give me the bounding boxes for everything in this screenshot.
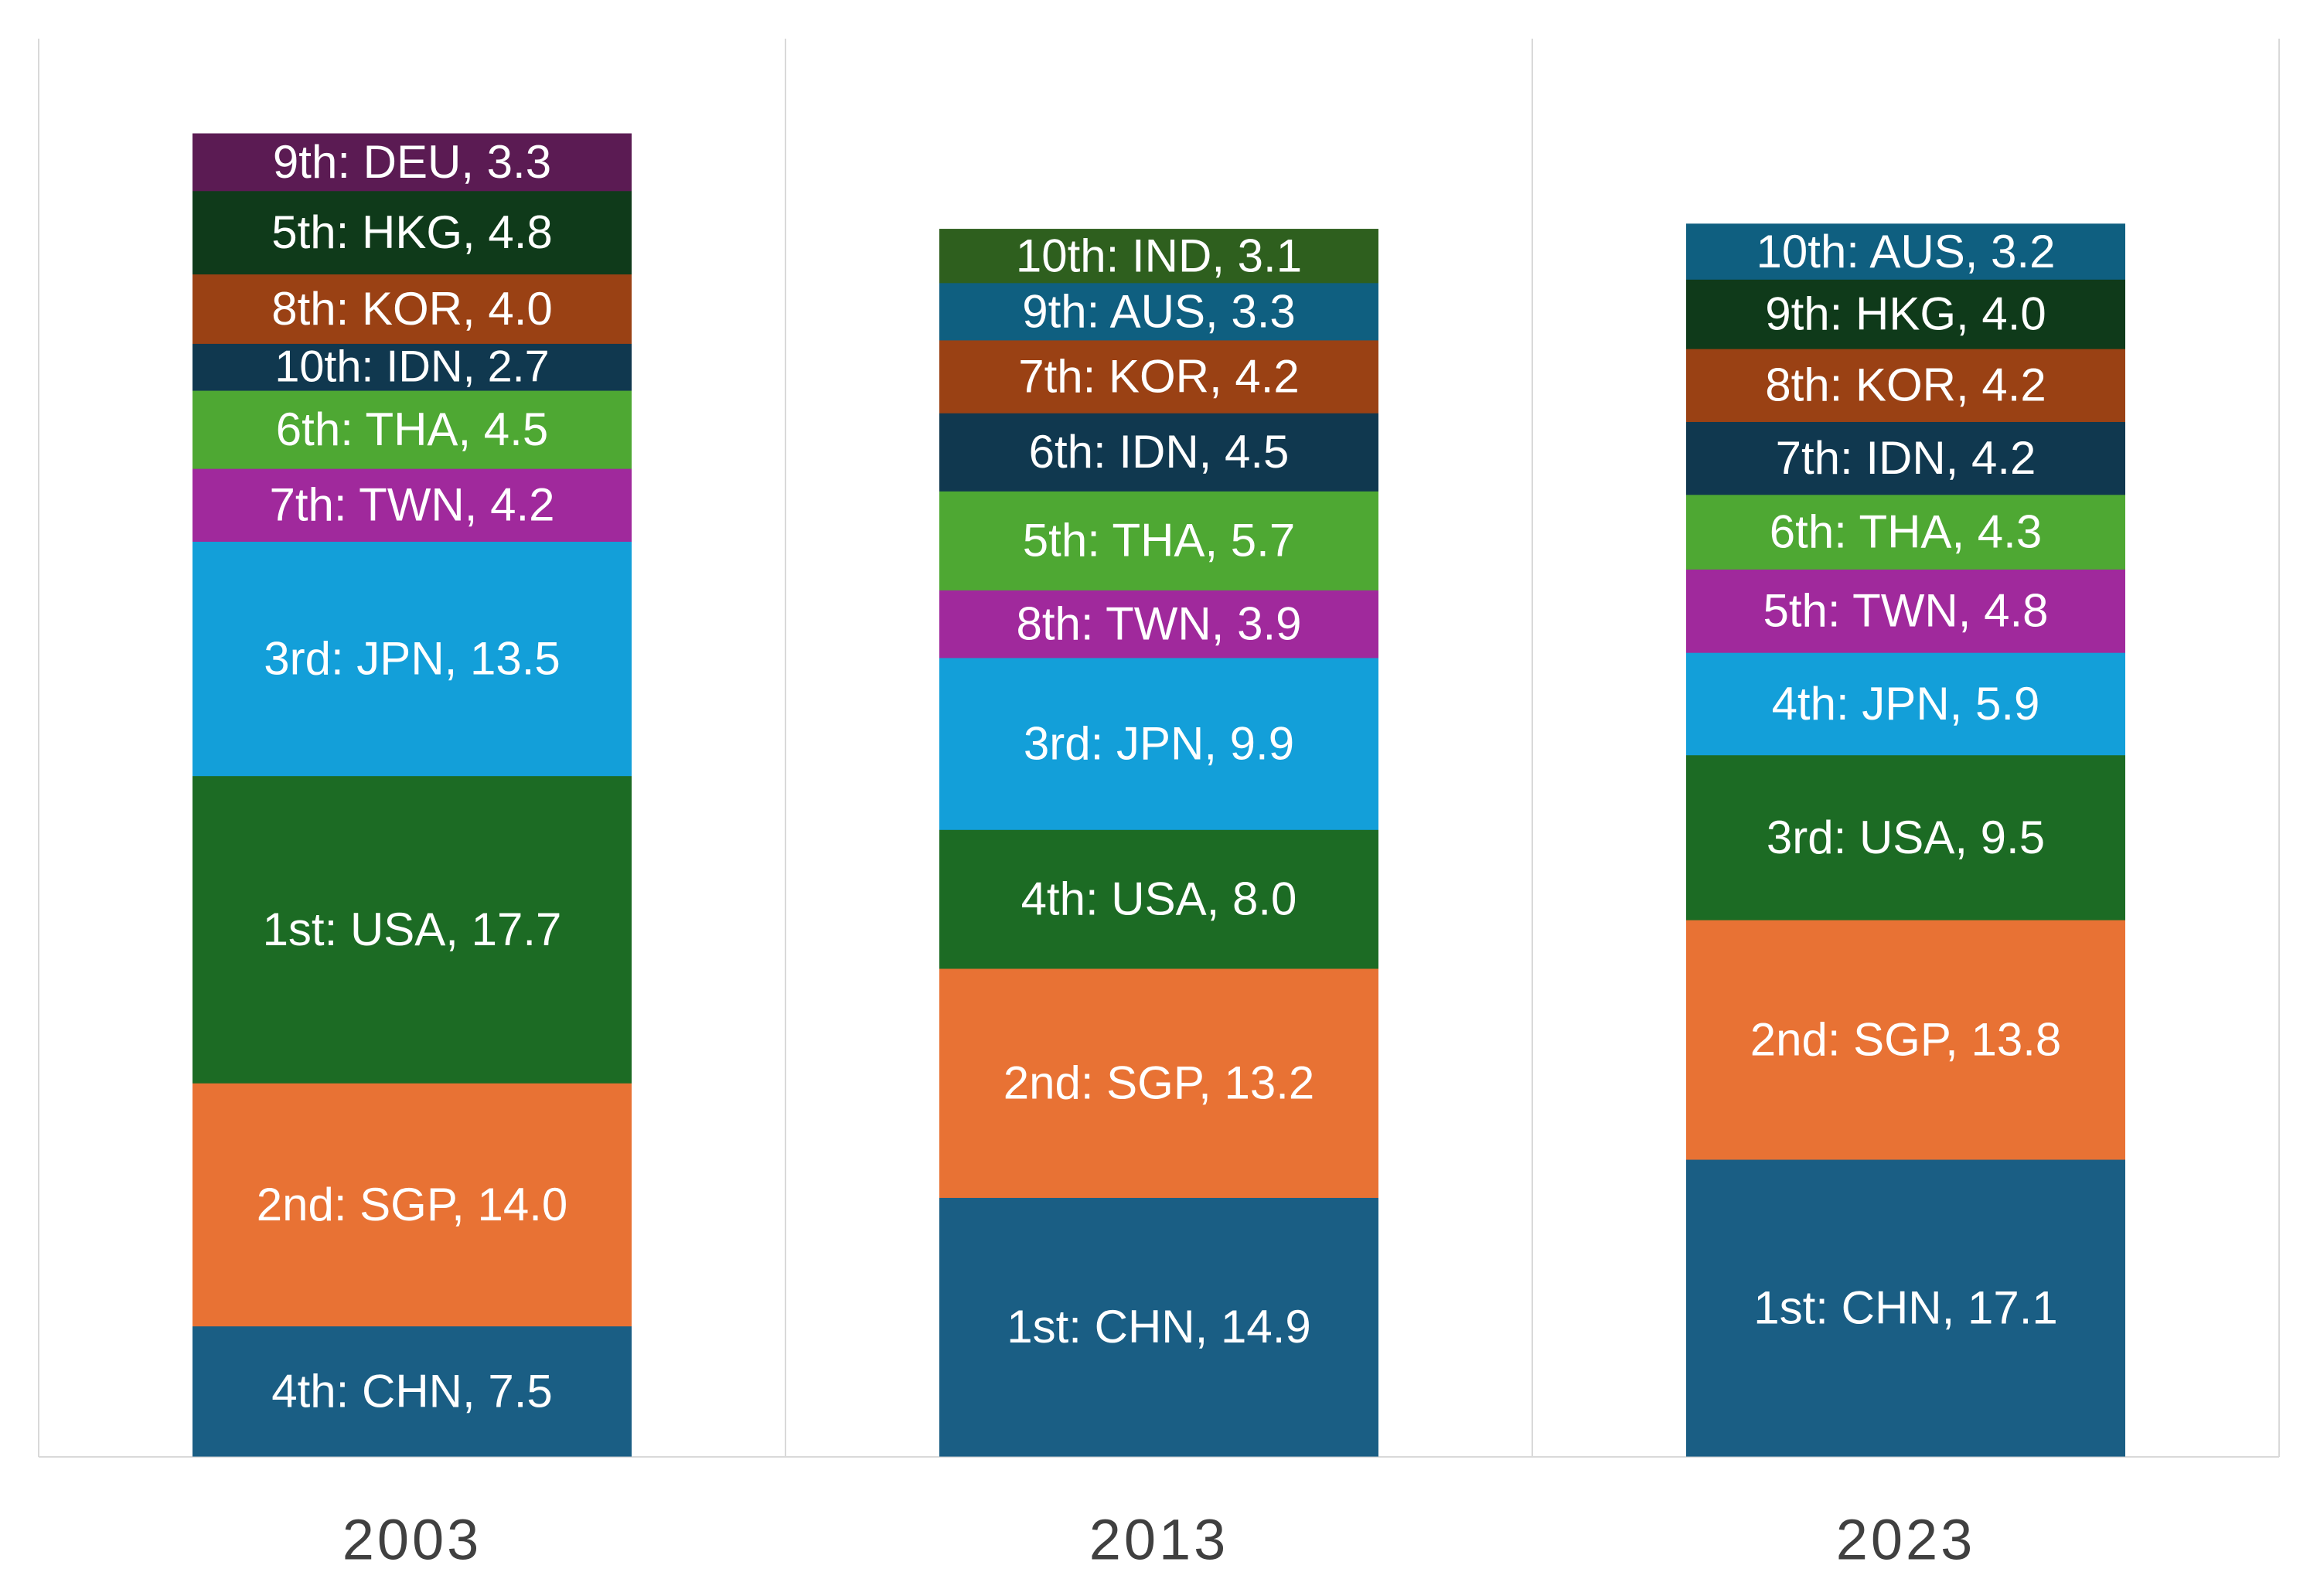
bar-segment [1686,421,2125,495]
bar-segment-label: 4th: USA, 8.0 [1021,873,1297,925]
bar-segment [1686,349,2125,422]
bar-segment [193,1083,632,1327]
bar-segment-label: 4th: JPN, 5.9 [1772,678,2040,730]
bar-segment [939,282,1378,341]
bar-segment-label: 7th: KOR, 4.2 [1018,350,1300,402]
bar-segment-label: 3rd: JPN, 13.5 [264,632,561,684]
bar-segment [1686,279,2125,349]
bar-segment-label: 6th: THA, 4.5 [276,403,548,455]
bar-segment [939,590,1378,658]
bar-segment [1686,1159,2125,1457]
bar-segment-label: 10th: IND, 3.1 [1016,230,1302,281]
bar-segment-label: 4th: CHN, 7.5 [271,1365,553,1417]
bar-segment-label: 2nd: SGP, 13.8 [1750,1013,2062,1065]
bar-segment [1686,494,2125,570]
bar-segment [939,229,1378,284]
bar-segment [1686,223,2125,280]
bar-segment-label: 8th: KOR, 4.0 [271,283,553,335]
bar-segment-label: 5th: HKG, 4.8 [271,206,553,258]
x-tick-label: 2003 [342,1508,482,1572]
bar-segment [193,775,632,1084]
bar-segment-label: 10th: IDN, 2.7 [274,342,549,392]
bar-segment [193,190,632,275]
plot-frame [38,39,2280,1458]
bar-stack-2013: 1st: CHN, 14.9 2nd: SGP, 13.2 4th: USA, 8.… [939,229,1378,1457]
bar-segment-label: 6th: IDN, 4.5 [1029,426,1290,478]
bar-segment [1686,919,2125,1160]
bar-segment [193,343,632,391]
bar-segment [193,468,632,542]
bar-segment [939,413,1378,492]
bar-segment [1686,754,2125,921]
bar-segment [939,829,1378,969]
bar-segment [193,274,632,344]
bar-segment-label: 9th: HKG, 4.0 [1765,288,2046,340]
bar-segment [193,133,632,192]
bar-stacks: 4th: CHN, 7.5 2nd: SGP, 14.0 1st: USA, 17.… [193,133,2125,1457]
bar-segment-label: 9th: AUS, 3.3 [1022,285,1296,337]
bar-segment-label: 2nd: SGP, 14.0 [257,1179,568,1230]
bar-segment-label: 1st: USA, 17.7 [263,903,562,955]
bar-segment [1686,652,2125,756]
bar-segment [939,968,1378,1198]
bar-segment [193,390,632,469]
bar-segment [939,1197,1378,1457]
bar-segment-label: 2nd: SGP, 13.2 [1003,1057,1315,1109]
bar-stack-2023: 1st: CHN, 17.1 2nd: SGP, 13.8 3rd: USA, 9.… [1686,223,2125,1457]
bar-segment [939,491,1378,590]
x-tick-labels: 2003 2013 2023 [342,1508,1976,1572]
bar-segment-label: 3rd: USA, 9.5 [1767,812,2045,863]
bar-stack-2003: 4th: CHN, 7.5 2nd: SGP, 14.0 1st: USA, 17.… [193,133,632,1457]
bar-segment-label: 10th: AUS, 3.2 [1756,226,2056,277]
bar-segment-label: 5th: THA, 5.7 [1023,515,1295,567]
bar-segment-label: 1st: CHN, 17.1 [1753,1281,2058,1333]
bar-segment-label: 1st: CHN, 14.9 [1007,1301,1311,1353]
bar-segment-label: 8th: KOR, 4.2 [1765,359,2046,411]
bar-segment-label: 7th: IDN, 4.2 [1776,432,2036,484]
bar-segment [193,1325,632,1457]
bar-segment-label: 3rd: JPN, 9.9 [1024,718,1294,770]
bar-segment-label: 7th: TWN, 4.2 [269,479,554,531]
bar-segment [939,657,1378,830]
x-tick-label: 2023 [1836,1508,1976,1572]
x-tick-label: 2013 [1089,1508,1229,1572]
bar-segment [939,339,1378,413]
bar-segment [1686,569,2125,653]
bar-segment [193,541,632,777]
bar-segment-label: 8th: TWN, 3.9 [1016,598,1301,650]
bar-segment-label: 5th: TWN, 4.8 [1763,585,2048,637]
bar-segment-label: 9th: DEU, 3.3 [273,136,551,188]
bar-segment-label: 6th: THA, 4.3 [1770,506,2042,558]
